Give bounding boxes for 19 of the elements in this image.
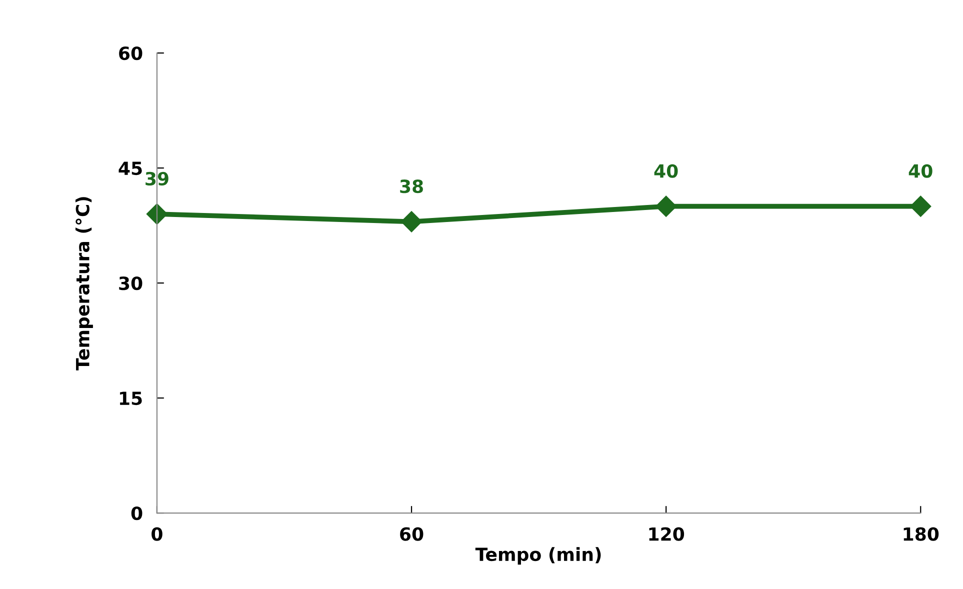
data-label: 40	[908, 164, 932, 178]
point	[910, 196, 932, 217]
data-label: 38	[400, 180, 423, 194]
y-tick-label: 0	[131, 506, 142, 520]
x-tick-label: 180	[904, 527, 939, 541]
y-axis-title: Temperatura (°C)	[76, 197, 93, 370]
y-tick-label: 15	[120, 392, 142, 406]
point	[656, 196, 677, 217]
point	[401, 211, 422, 232]
x-axis-title: Tempo (min)	[475, 547, 601, 565]
y-tick-label: 30	[119, 276, 142, 290]
x-tick-label: 0	[152, 527, 162, 541]
data-label: 39	[146, 172, 168, 186]
point	[146, 203, 168, 225]
x-tick-label: 60	[400, 527, 424, 541]
data-label: 40	[654, 164, 678, 178]
x-tick-label: 120	[649, 527, 684, 541]
y-tick-label: 45	[118, 162, 142, 176]
y-tick-label: 60	[119, 46, 142, 60]
